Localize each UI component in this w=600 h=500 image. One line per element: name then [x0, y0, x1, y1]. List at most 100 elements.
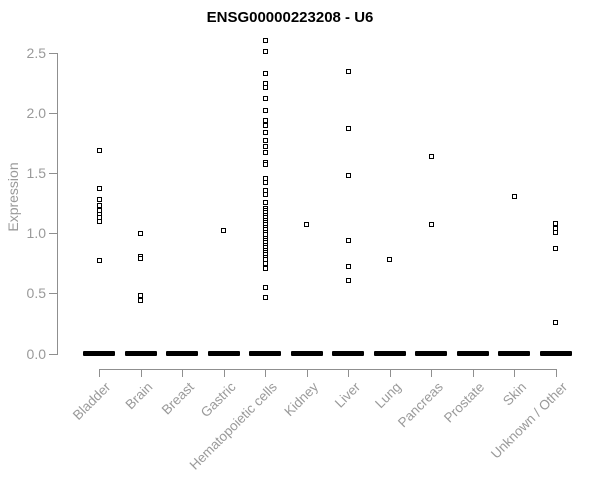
x-tick-label: Breast [158, 379, 197, 418]
data-point [511, 193, 517, 199]
data-point [262, 138, 268, 144]
x-axis-line [99, 369, 557, 370]
data-point [262, 70, 268, 76]
y-tick-label: 0.5 [26, 285, 46, 302]
data-point [96, 218, 102, 224]
x-tick [306, 369, 308, 377]
y-tick-label: 2.0 [26, 105, 46, 122]
data-point [262, 150, 268, 156]
zero-expression-bar [290, 351, 323, 356]
x-tick [265, 369, 266, 377]
data-point [387, 257, 392, 263]
zero-expression-bar [207, 351, 240, 356]
y-tick-label: 1.0 [26, 225, 46, 242]
x-tick [140, 369, 142, 377]
data-point [221, 228, 226, 234]
y-tick [49, 113, 57, 115]
data-point [262, 180, 268, 186]
data-point [345, 264, 351, 270]
data-point [262, 187, 268, 193]
zero-expression-bar [539, 351, 572, 356]
x-tick [472, 369, 474, 377]
zero-expression-bar [498, 351, 530, 356]
x-tick [348, 369, 349, 377]
data-point [553, 221, 558, 227]
data-point [262, 265, 268, 271]
data-point [138, 256, 143, 262]
data-point [96, 258, 102, 264]
data-point [262, 80, 268, 86]
zero-expression-bar [249, 351, 281, 356]
y-tick [49, 53, 57, 54]
zero-expression-bar [456, 351, 489, 356]
data-point [262, 162, 268, 168]
x-tick [99, 369, 100, 377]
data-point [345, 173, 351, 179]
x-tick-label: Prostate [441, 379, 488, 426]
y-axis-line [57, 53, 58, 355]
x-tick-label: Pancreas [394, 379, 446, 431]
data-point [345, 277, 351, 283]
data-point [262, 175, 268, 181]
data-point [262, 199, 268, 205]
data-point [553, 246, 558, 252]
data-point [262, 129, 268, 135]
data-point [428, 153, 434, 159]
data-point [96, 197, 102, 203]
x-tick-label: Skin [499, 379, 529, 409]
x-tick-label: Lung [372, 379, 405, 412]
data-point [428, 222, 434, 228]
data-point [96, 186, 102, 192]
data-point [96, 147, 102, 153]
data-point [262, 49, 268, 55]
data-point [345, 238, 351, 243]
x-tick [223, 369, 225, 377]
data-point [262, 284, 268, 290]
x-tick-label: Unknown / Other [488, 379, 571, 462]
data-point [262, 108, 268, 114]
x-tick-label: Liver [331, 379, 363, 411]
data-point [262, 144, 268, 150]
data-point [138, 230, 143, 236]
x-tick-label: Bladder [70, 379, 114, 423]
data-point [96, 203, 102, 209]
y-tick [49, 233, 57, 235]
y-tick-label: 0.0 [26, 345, 46, 362]
y-tick-label: 1.5 [26, 165, 46, 182]
data-point [262, 85, 268, 91]
y-tick [49, 353, 57, 355]
data-point [138, 293, 143, 299]
x-tick [389, 369, 391, 377]
x-tick-label: Kidney [281, 379, 322, 420]
data-point [262, 117, 268, 123]
zero-expression-bar [332, 351, 364, 356]
zero-expression-bar [415, 351, 447, 356]
y-tick [49, 173, 57, 175]
y-tick-label: 2.5 [26, 45, 46, 61]
y-tick [49, 293, 57, 295]
zero-expression-bar [373, 351, 406, 356]
data-point [553, 319, 558, 325]
x-tick-label: Gastric [197, 379, 239, 421]
x-tick [514, 369, 515, 377]
data-point [262, 260, 268, 266]
x-tick [555, 369, 557, 377]
data-point [345, 126, 351, 132]
data-point [553, 229, 558, 235]
x-tick-label: Brain [122, 379, 156, 413]
x-tick [182, 369, 183, 377]
data-point [138, 298, 143, 304]
data-point [262, 96, 268, 102]
data-point [262, 122, 268, 128]
data-point [345, 68, 351, 74]
x-tick [431, 369, 432, 377]
chart-title: ENSG00000223208 - U6 [206, 9, 374, 26]
data-point [262, 294, 268, 300]
zero-expression-bar [166, 351, 198, 356]
zero-expression-bar [83, 351, 115, 356]
data-point [304, 222, 309, 228]
data-point [262, 192, 268, 198]
y-axis-label: Expression [5, 162, 21, 232]
data-point [262, 38, 268, 44]
